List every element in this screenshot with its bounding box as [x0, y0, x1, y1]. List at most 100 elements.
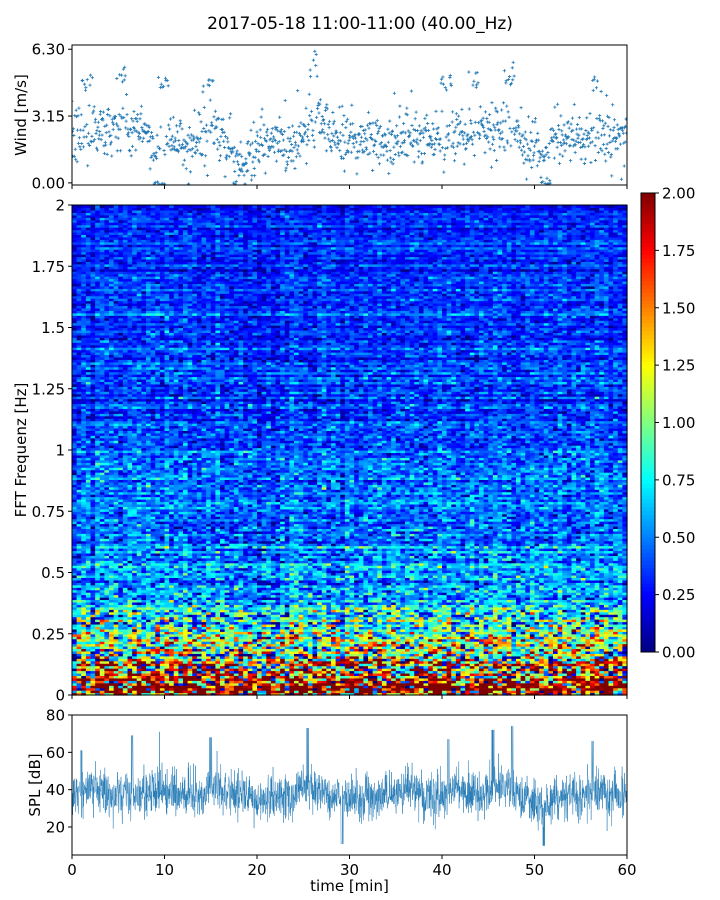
wind-point	[181, 163, 184, 166]
wind-point	[287, 126, 290, 129]
wind-point	[564, 133, 567, 136]
wind-point	[128, 149, 131, 152]
wind-point	[343, 141, 346, 144]
wind-point	[504, 119, 507, 122]
wind-point	[201, 90, 204, 93]
wind-point	[468, 107, 471, 110]
wind-point	[455, 118, 458, 121]
wind-point	[316, 107, 319, 110]
wind-point	[219, 135, 222, 138]
wind-point	[478, 137, 481, 140]
wind-point	[483, 151, 486, 154]
wind-point	[610, 153, 613, 156]
wind-point	[96, 126, 99, 129]
wind-point	[580, 127, 583, 130]
wind-point	[414, 117, 417, 120]
wind-point	[498, 145, 501, 148]
wind-point	[257, 150, 260, 153]
wind-point	[425, 114, 428, 117]
wind-point	[584, 129, 587, 132]
wind-point	[343, 170, 346, 173]
wind-point	[377, 156, 380, 159]
wind-point	[556, 103, 559, 106]
wind-point	[93, 105, 96, 108]
wind-point	[447, 139, 450, 142]
wind-point	[160, 83, 163, 86]
wind-point	[327, 123, 330, 126]
wind-point	[389, 156, 392, 159]
wind-point	[503, 149, 506, 152]
wind-point	[451, 110, 454, 113]
wind-point	[392, 146, 395, 149]
wind-point	[172, 116, 175, 119]
wind-point	[252, 155, 255, 158]
wind-point	[387, 141, 390, 144]
wind-point	[431, 122, 434, 125]
wind-point	[249, 129, 252, 132]
wind-point	[506, 139, 509, 142]
wind-point	[336, 136, 339, 139]
wind-point	[355, 172, 358, 175]
wind-axes-frame	[72, 45, 627, 185]
wind-point	[324, 109, 327, 112]
wind-point	[545, 177, 548, 180]
wind-point	[542, 159, 545, 162]
wind-point	[298, 154, 301, 157]
wind-point	[341, 105, 344, 108]
wind-point	[385, 150, 388, 153]
wind-point	[526, 154, 529, 157]
wind-point	[415, 138, 418, 141]
wind-point	[255, 130, 258, 133]
wind-point	[427, 129, 430, 132]
wind-point	[121, 107, 124, 110]
wind-point	[387, 172, 390, 175]
wind-point	[167, 123, 170, 126]
wind-point	[433, 142, 436, 145]
y-tick-label: 6.30	[32, 41, 65, 59]
wind-point	[561, 155, 564, 158]
wind-point	[499, 132, 502, 135]
wind-point	[446, 146, 449, 149]
wind-point	[473, 134, 476, 137]
wind-point	[502, 145, 505, 148]
wind-point	[463, 163, 466, 166]
wind-point	[85, 135, 88, 138]
wind-point	[352, 142, 355, 145]
wind-point	[214, 110, 217, 113]
wind-point	[168, 127, 171, 130]
wind-point	[272, 135, 275, 138]
wind-point	[297, 125, 300, 128]
wind-point	[454, 126, 457, 129]
wind-point	[86, 78, 89, 81]
wind-point	[99, 110, 102, 113]
wind-point	[620, 178, 623, 181]
wind-point	[115, 77, 118, 80]
wind-point	[467, 70, 470, 73]
wind-point	[407, 129, 410, 132]
wind-point	[606, 125, 609, 128]
wind-point	[72, 134, 75, 137]
wind-point	[604, 159, 607, 162]
wind-point	[195, 141, 198, 144]
wind-point	[84, 89, 87, 92]
wind-point	[188, 136, 191, 139]
wind-point	[457, 115, 460, 118]
wind-point	[83, 83, 86, 86]
wind-point	[98, 130, 101, 133]
wind-point	[138, 117, 141, 120]
wind-point	[341, 134, 344, 137]
wind-point	[313, 145, 316, 148]
wind-point	[415, 111, 418, 114]
wind-point	[500, 108, 503, 111]
wind-point	[266, 134, 269, 137]
wind-point	[270, 132, 273, 135]
wind-point	[192, 138, 195, 141]
wind-point	[479, 105, 482, 108]
wind-point	[353, 145, 356, 148]
wind-point	[370, 133, 373, 136]
wind-ylabel: Wind [m/s]	[12, 74, 30, 156]
wind-point	[569, 159, 572, 162]
wind-point	[84, 86, 87, 89]
wind-point	[601, 119, 604, 122]
